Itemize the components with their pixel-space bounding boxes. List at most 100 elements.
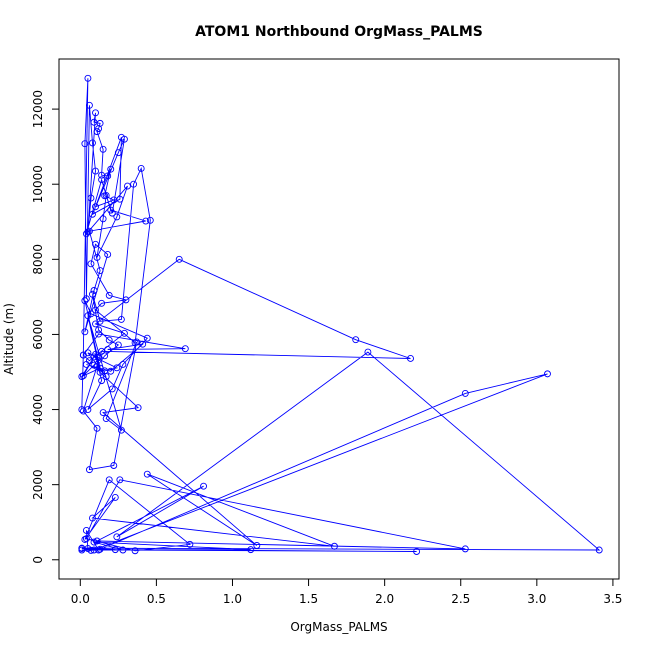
data-point — [124, 182, 131, 190]
data-point — [85, 101, 93, 109]
data-point — [143, 334, 151, 342]
y-tick-label: 10000 — [31, 165, 45, 203]
data-point — [107, 165, 115, 173]
data-point — [131, 547, 139, 555]
data-point — [78, 373, 86, 380]
data-point — [130, 180, 138, 188]
data-point — [364, 348, 372, 356]
data-point — [84, 406, 92, 413]
data-point — [87, 194, 95, 202]
data-point — [117, 426, 125, 434]
data-point — [111, 546, 119, 554]
data-point — [107, 206, 115, 214]
data-point — [413, 548, 421, 555]
data-point — [78, 545, 86, 552]
x-tick-label: 1.0 — [223, 592, 242, 606]
x-tick-label: 2.0 — [375, 592, 394, 606]
data-point — [98, 347, 106, 355]
x-tick-label: 2.5 — [451, 592, 470, 606]
data-point — [113, 213, 121, 221]
data-point — [81, 140, 89, 148]
data-point — [407, 355, 414, 362]
data-point — [95, 546, 103, 554]
data-point — [122, 296, 130, 304]
data-point — [104, 172, 112, 180]
data-point — [461, 389, 469, 397]
data-point — [89, 210, 96, 218]
data-point — [93, 253, 101, 261]
data-point — [117, 315, 125, 323]
y-tick-label: 12000 — [31, 90, 45, 128]
data-point — [85, 357, 93, 365]
data-point — [110, 462, 118, 469]
data-point — [96, 267, 104, 275]
data-point — [113, 364, 121, 372]
data-point — [134, 404, 142, 412]
data-point — [87, 260, 95, 268]
data-point — [104, 250, 112, 258]
data-point — [330, 542, 338, 550]
data-point — [92, 109, 99, 117]
y-tick-label: 6000 — [31, 319, 45, 350]
data-point — [79, 351, 87, 359]
x-tick-label: 3.0 — [527, 592, 546, 606]
data-point — [142, 217, 150, 225]
data-point — [90, 538, 98, 546]
data-point — [544, 370, 551, 378]
data-point — [114, 341, 122, 349]
data-point — [139, 340, 147, 348]
data-point — [84, 74, 92, 82]
data-point — [461, 545, 469, 553]
data-point — [92, 203, 99, 211]
data-point — [119, 546, 127, 554]
data-point — [137, 164, 145, 172]
data-point — [79, 407, 87, 415]
y-tick-label: 0 — [31, 556, 45, 564]
y-tick-label: 8000 — [31, 244, 45, 275]
series-layer — [78, 74, 603, 555]
data-point — [82, 535, 90, 543]
data-point — [120, 329, 128, 337]
data-point — [181, 345, 189, 353]
data-point — [89, 139, 96, 147]
x-axis-label: OrgMass_PALMS — [290, 620, 387, 634]
data-point — [595, 546, 603, 554]
data-point — [111, 493, 119, 501]
data-point — [99, 145, 107, 153]
data-point — [99, 409, 107, 417]
data-point — [90, 361, 98, 369]
data-point — [105, 476, 113, 484]
data-point — [85, 227, 93, 235]
x-axis: 0.0 0.5 1.0 1.5 2.0 2.5 3.0 3.5 — [71, 578, 622, 606]
data-point — [89, 290, 96, 298]
data-point — [92, 306, 99, 314]
data-point — [107, 367, 115, 375]
data-point — [98, 377, 106, 385]
data-point — [90, 287, 98, 294]
data-point — [89, 514, 96, 522]
data-point — [95, 330, 103, 338]
data-point — [114, 149, 122, 157]
data-point — [102, 192, 110, 199]
data-point — [92, 240, 99, 248]
data-point — [92, 320, 99, 328]
data-point — [99, 215, 107, 223]
data-point — [84, 312, 92, 320]
data-point — [116, 476, 124, 484]
data-point — [85, 466, 93, 474]
data-point — [81, 297, 89, 305]
data-point — [253, 542, 261, 549]
data-point — [105, 336, 113, 344]
data-point — [116, 195, 124, 203]
data-point — [82, 295, 90, 303]
data-point — [108, 385, 116, 393]
chart-title: ATOM1 Northbound OrgMass_PALMS — [195, 24, 483, 40]
data-point — [98, 176, 106, 184]
data-point — [113, 533, 121, 541]
data-point — [81, 328, 89, 336]
data-point — [90, 353, 98, 361]
data-point — [93, 537, 101, 545]
x-tick-label: 1.5 — [299, 592, 318, 606]
